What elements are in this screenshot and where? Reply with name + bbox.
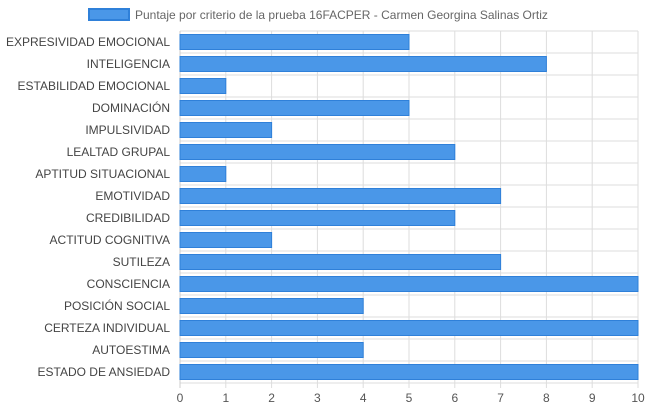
legend-label: Puntaje por criterio de la prueba 16FACP… [135,8,548,22]
category-label: APTITUD SITUACIONAL [35,167,170,181]
bar[interactable] [179,56,547,72]
bars [179,34,639,380]
x-tick-label: 1 [222,391,229,405]
category-labels: EXPRESIVIDAD EMOCIONAL INTELIGENCIA ESTABI… [6,35,170,379]
x-tick-label: 10 [631,391,645,405]
bar[interactable] [179,254,502,270]
category-label: AUTOESTIMA [92,343,170,357]
bar[interactable] [179,144,456,160]
category-label: ESTABILIDAD EMOCIONAL [18,79,171,93]
x-tick-label: 5 [406,391,413,405]
category-label: ACTITUD COGNITIVA [50,233,170,247]
category-label: CONSCIENCIA [87,277,170,291]
x-tick-label: 7 [497,391,504,405]
legend[interactable]: Puntaje por criterio de la prueba 16FACP… [88,8,548,22]
bar[interactable] [179,342,364,358]
x-tick-label: 9 [589,391,596,405]
bar[interactable] [179,298,364,314]
bar[interactable] [179,78,227,94]
category-label: CREDIBILIDAD [86,211,170,225]
category-label: LEALTAD GRUPAL [67,145,171,159]
bar[interactable] [179,166,227,182]
x-tick-label: 0 [177,391,184,405]
x-tick-label: 2 [268,391,275,405]
bar[interactable] [179,364,639,380]
category-label: SUTILEZA [113,255,170,269]
category-label: IMPULSIVIDAD [85,123,170,137]
x-tick-label: 6 [451,391,458,405]
category-label: DOMINACIÓN [92,100,170,115]
bar[interactable] [179,320,639,336]
bar[interactable] [179,122,273,138]
category-label: EXPRESIVIDAD EMOCIONAL [6,35,170,49]
bar[interactable] [179,34,410,50]
legend-swatch [88,8,130,21]
bar[interactable] [179,232,273,248]
x-tick-label: 3 [314,391,321,405]
bar[interactable] [179,188,502,204]
category-label: CERTEZA INDIVIDUAL [44,321,170,335]
bar[interactable] [179,276,639,292]
bar[interactable] [179,100,410,116]
bar[interactable] [179,210,456,226]
category-label: POSICIÓN SOCIAL [64,298,170,313]
category-label: ESTADO DE ANSIEDAD [38,365,171,379]
x-tick-label: 8 [543,391,550,405]
x-axis-ticks: 0 1 2 3 4 5 6 7 8 9 10 [177,391,645,405]
x-tick-label: 4 [360,391,367,405]
category-label: EMOTIVIDAD [95,189,170,203]
category-label: INTELIGENCIA [87,57,170,71]
